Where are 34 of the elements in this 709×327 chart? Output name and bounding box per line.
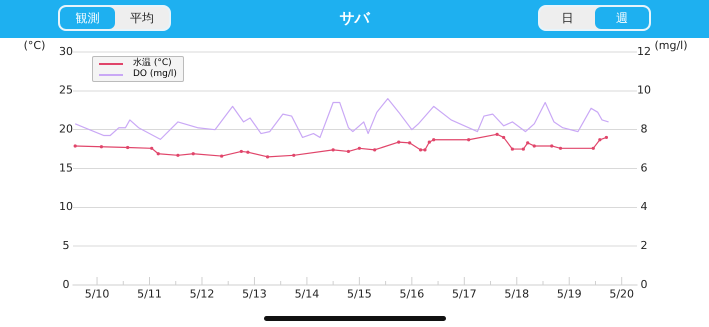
x-tick-label: 5/18 <box>504 287 530 300</box>
y-axis-title: (°C) <box>24 39 46 52</box>
x-tick-label: 5/14 <box>294 287 320 300</box>
text: 週 <box>594 7 649 29</box>
x-tick-label: 5/16 <box>399 287 424 300</box>
legend-label: DO (mg/l) <box>133 69 177 80</box>
y-tick-label: 25 <box>59 84 73 97</box>
x-tick-label: 5/20 <box>609 287 634 300</box>
x-tick-label: 5/19 <box>556 287 582 300</box>
y-tick-label: 10 <box>59 200 73 214</box>
text: 平均 <box>128 10 155 27</box>
x-tick-label: 5/10 <box>84 287 110 300</box>
y-tick-label: 5 <box>62 239 70 252</box>
legend-label: 水温 (°C) <box>133 58 172 69</box>
x-tick-label: 5/12 <box>190 287 214 300</box>
y-tick-label: 15 <box>59 161 73 174</box>
y2-tick-label: 0 <box>640 278 648 291</box>
chart-title: サバ <box>340 9 370 27</box>
y2-tick-label: 6 <box>640 161 648 174</box>
y2-tick-label: 4 <box>640 200 648 214</box>
y2-tick-label: 8 <box>640 122 648 136</box>
y-tick-label: 30 <box>59 44 73 58</box>
x-tick-label: 5/13 <box>242 287 267 300</box>
x-tick-label: 5/11 <box>137 287 162 300</box>
y2-tick-label: 2 <box>640 239 648 252</box>
y-tick-label: 20 <box>59 122 73 136</box>
text: 観測 <box>60 7 114 29</box>
y2-tick-label: 10 <box>637 84 651 97</box>
y2-axis-title: (mg/l) <box>654 39 688 52</box>
y-tick-label: 0 <box>62 278 70 291</box>
y2-tick-label: 12 <box>637 44 651 58</box>
text: 日 <box>560 10 574 27</box>
x-tick-label: 5/15 <box>347 287 372 300</box>
x-tick-label: 5/17 <box>452 287 477 300</box>
